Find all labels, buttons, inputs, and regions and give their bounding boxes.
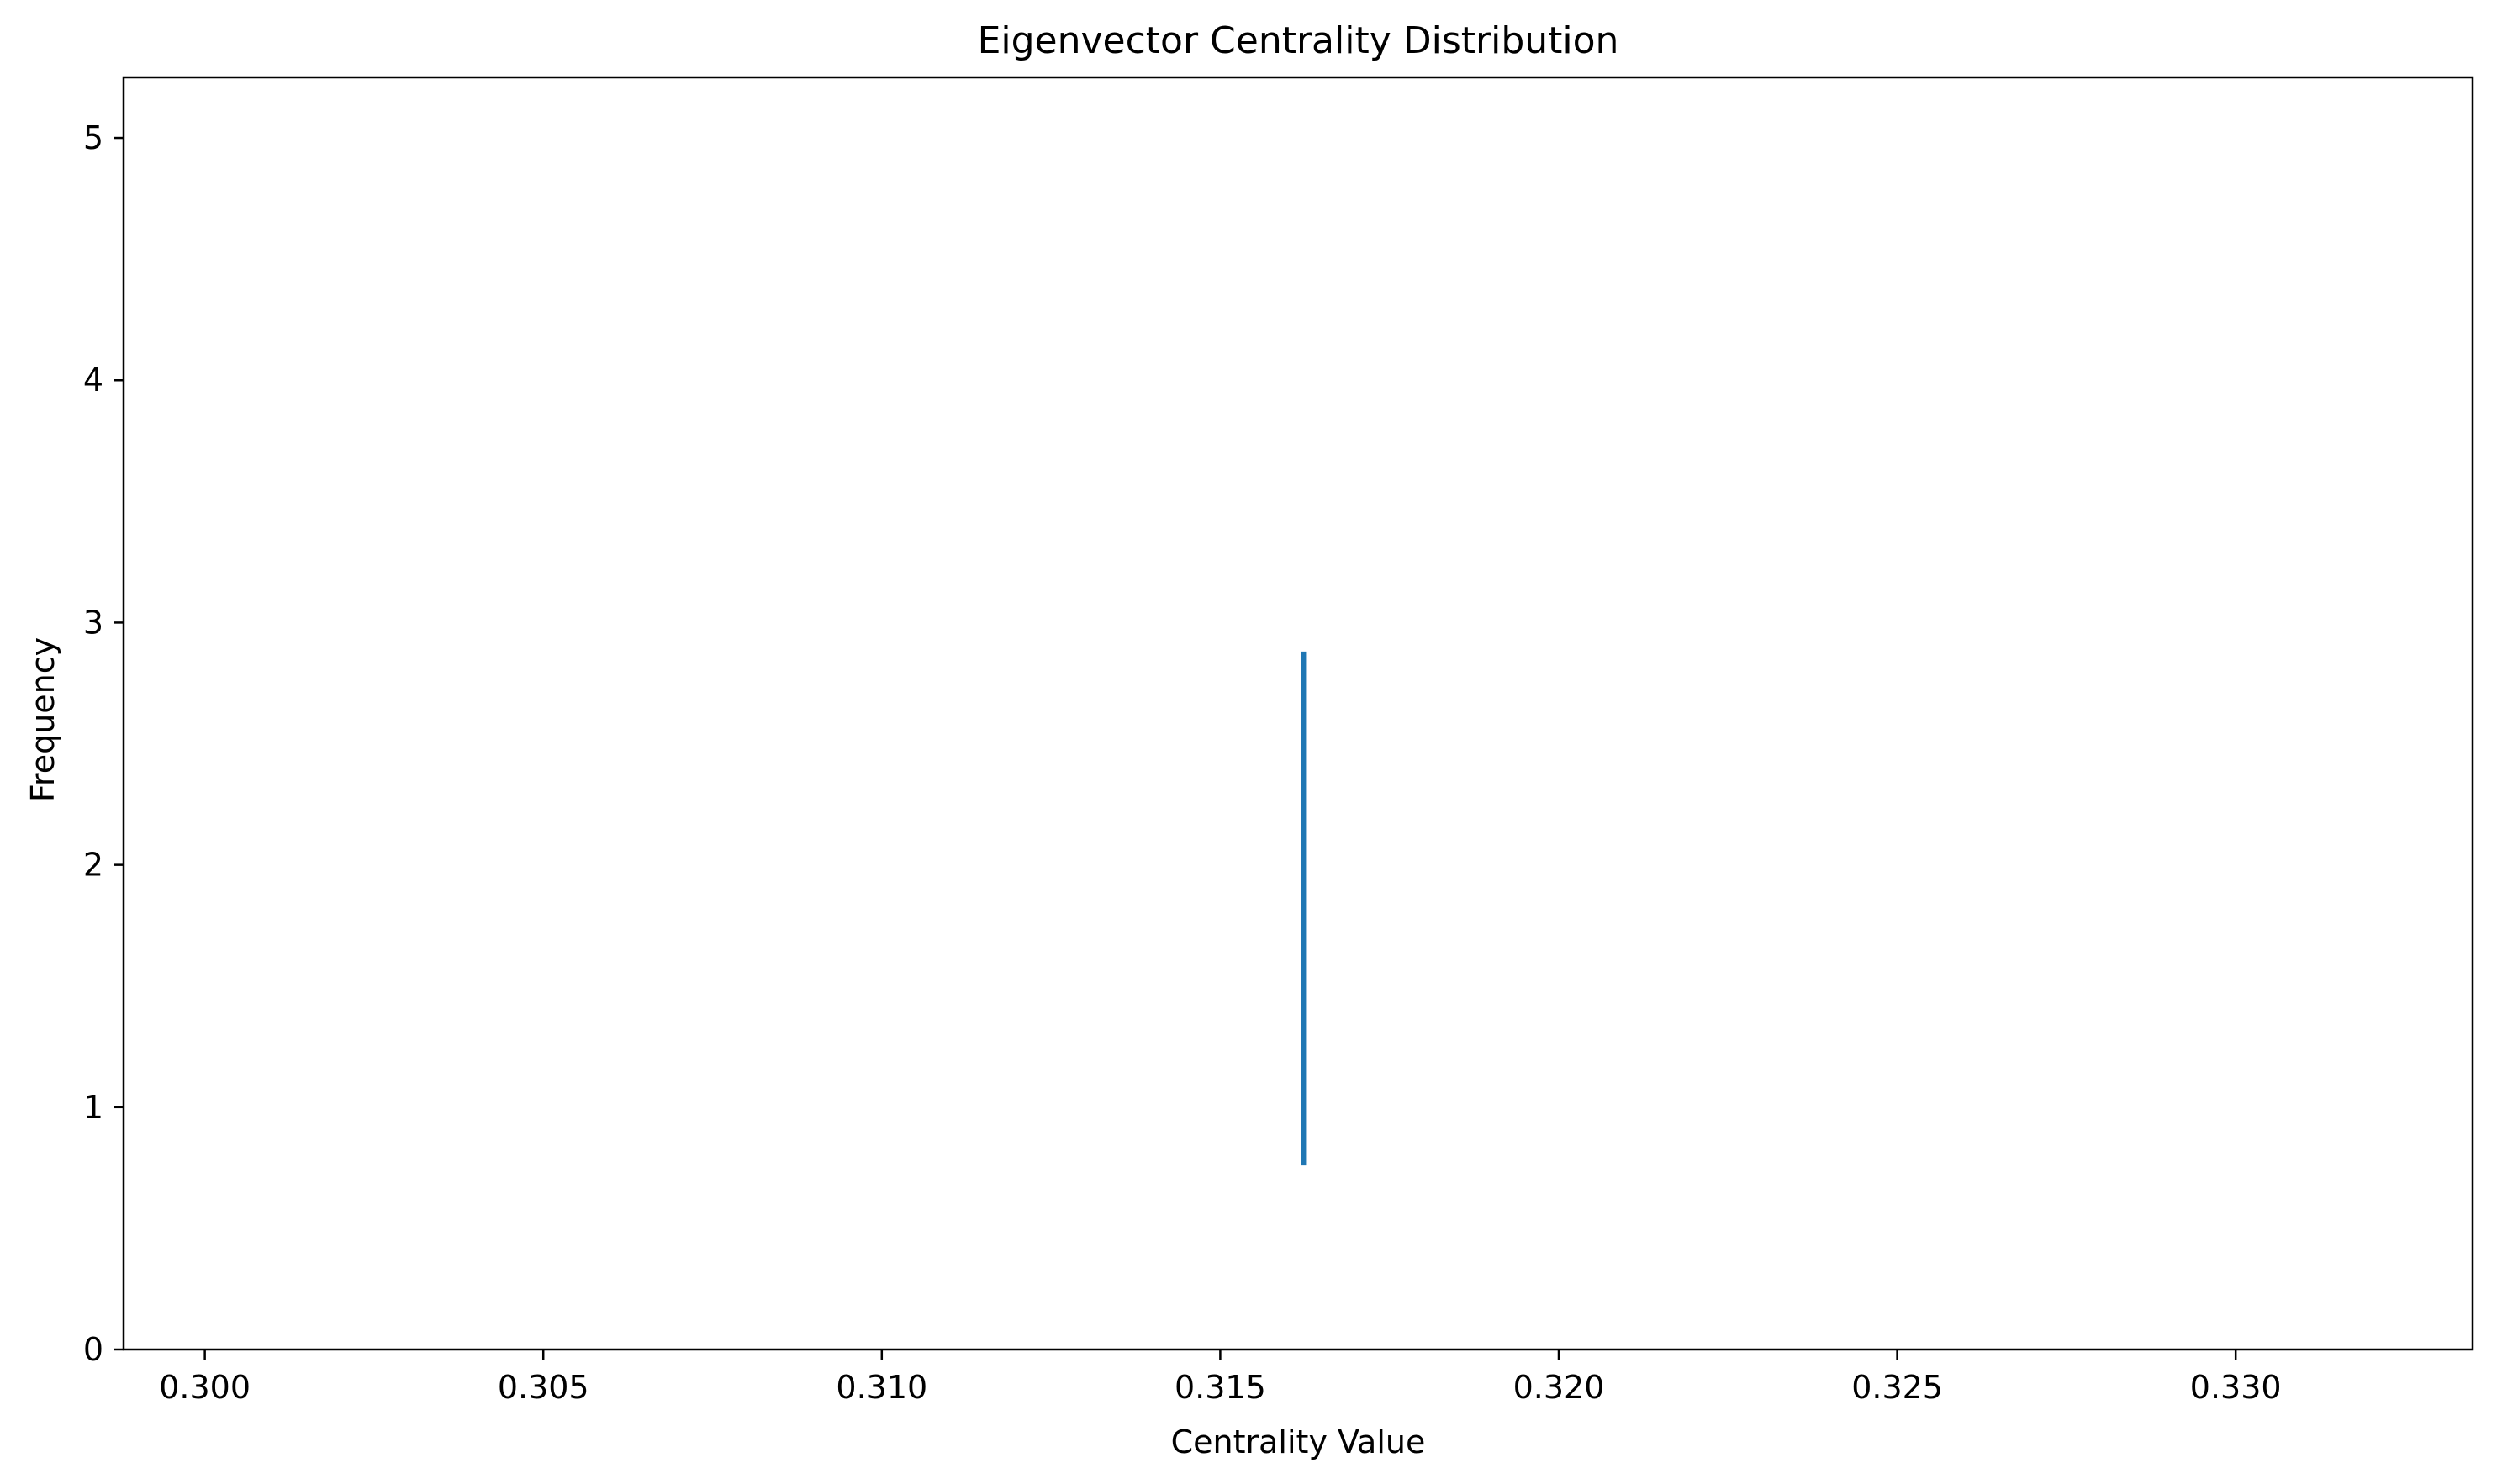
y-tick-label: 2 — [83, 847, 103, 884]
y-tick-label: 1 — [83, 1089, 103, 1126]
x-tick-label: 0.330 — [2190, 1369, 2282, 1406]
y-axis: 0 1 2 3 4 5 — [83, 119, 124, 1368]
x-axis-label: Centrality Value — [1171, 1423, 1426, 1460]
y-tick-label: 3 — [83, 604, 103, 641]
x-tick-label: 0.315 — [1175, 1369, 1266, 1406]
y-axis-label: Frequency — [24, 637, 61, 802]
x-tick-label: 0.320 — [1513, 1369, 1605, 1406]
plot-frame — [122, 76, 2474, 1351]
x-tick-label: 0.325 — [1851, 1369, 1943, 1406]
plot-area — [122, 76, 2474, 1351]
x-tick-label: 0.310 — [836, 1369, 927, 1406]
x-axis: 0.300 0.305 0.310 0.315 0.320 0.325 0.330 — [159, 1349, 2282, 1406]
x-tick-label: 0.305 — [498, 1369, 589, 1406]
y-tick-label: 0 — [83, 1331, 103, 1368]
y-tick-label: 4 — [83, 362, 103, 399]
chart-title: Eigenvector Centrality Distribution — [978, 19, 1619, 62]
x-tick-label: 0.300 — [159, 1369, 251, 1406]
y-tick-label: 5 — [83, 119, 103, 156]
